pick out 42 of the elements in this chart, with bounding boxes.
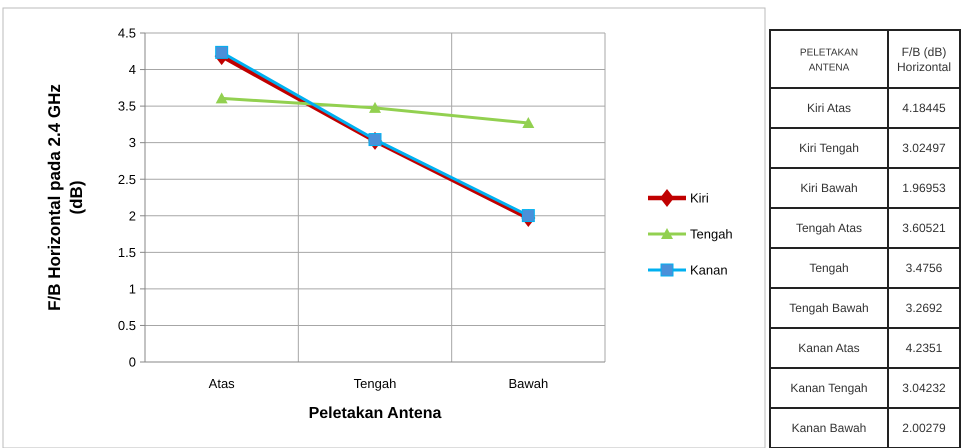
point [369, 102, 381, 113]
text: F/B (dB) Horizontal [896, 45, 952, 74]
y-tick-label: 4.5 [118, 26, 136, 41]
y-tick-label: 2 [128, 208, 136, 224]
x-tick-label: Tengah [354, 376, 396, 391]
point [215, 46, 228, 59]
category-label: Tengah Bawah [789, 301, 869, 316]
y-tick-label: 2.5 [118, 172, 136, 187]
y-tick-label: 0.5 [118, 318, 136, 333]
x-tick-label: Bawah [508, 376, 548, 391]
point [522, 116, 534, 128]
category-label: Kanan Atas [798, 341, 860, 356]
y-tick-label: 1 [128, 281, 136, 296]
data-label: 3.60521 [902, 221, 946, 236]
data-label: 3.4756 [906, 261, 943, 276]
x-axis-title: Peletakan Antena [308, 405, 442, 422]
y-tick-label: 1.5 [118, 244, 136, 260]
category-label: Kiri Atas [806, 101, 852, 116]
data-label: 2.00279 [902, 421, 946, 436]
y-tick-label: 3 [128, 135, 136, 150]
y-tick-label: 0 [128, 354, 136, 370]
y-tick-label: 4 [128, 62, 136, 78]
y-axis-title: F/B Horizontal pada 2.4 GHz (dB) [45, 84, 86, 311]
legend-label: Kiri [690, 190, 709, 206]
data-label: 1.96953 [902, 181, 946, 196]
data-label: 3.04232 [902, 381, 946, 396]
data-label: 3.2692 [906, 301, 943, 316]
category-label: Kanan Bawah [792, 421, 866, 436]
category-label: Kanan Tengah [790, 381, 868, 396]
text: PELETAKAN ANTENA [800, 48, 858, 74]
legend-label: Kanan [690, 262, 728, 278]
data-label: 4.2351 [906, 341, 943, 356]
x-tick-label: Atas [208, 376, 236, 391]
category-label: Kiri Tengah [799, 141, 859, 156]
category-label: Tengah Atas [796, 221, 862, 236]
category-label: Tengah [809, 261, 849, 276]
point [216, 92, 228, 104]
legend-label: Tengah [690, 226, 733, 242]
category-label: Kiri Bawah [800, 181, 858, 196]
data-label: 3.02497 [902, 141, 946, 156]
y-tick-label: 3.5 [118, 98, 136, 114]
data-label: 4.18445 [902, 101, 946, 116]
